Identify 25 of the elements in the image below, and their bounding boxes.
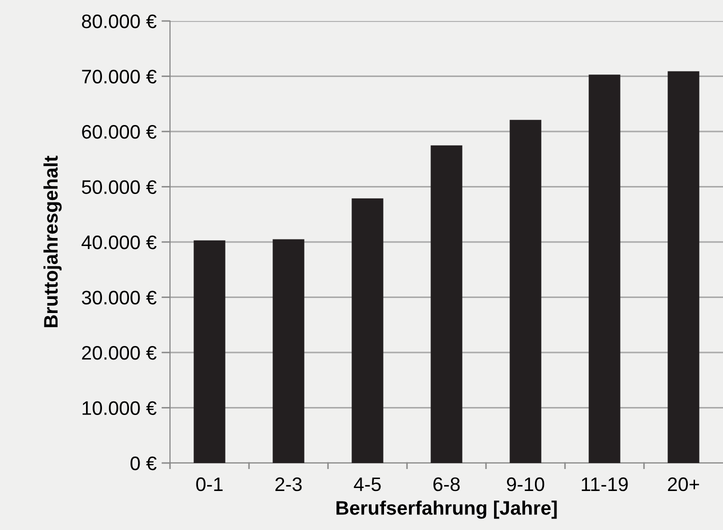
x-tick-label: 6-8: [433, 477, 460, 492]
y-tick-label: 70.000 €: [82, 70, 157, 84]
y-tick-label: 20.000 €: [82, 346, 157, 360]
y-tick-label: 60.000 €: [82, 124, 157, 139]
y-tick-label: 0 €: [130, 456, 157, 470]
bar: [668, 71, 700, 463]
bar: [588, 74, 620, 463]
y-tick-label: 50.000 €: [82, 180, 157, 194]
x-tick-label: 9-10: [506, 477, 544, 492]
y-tick-label: 80.000 €: [82, 14, 157, 28]
y-axis-title: Bruttojahresgehalt: [43, 156, 62, 328]
x-tick-label: 2-3: [275, 477, 302, 492]
x-tick-label: 11-19: [582, 477, 628, 492]
bar: [510, 120, 542, 463]
bar: [352, 198, 384, 463]
x-tick-label: 20+: [668, 477, 700, 492]
bar: [194, 240, 226, 463]
bar: [430, 145, 462, 463]
bar: [272, 239, 304, 463]
x-tick-label: 0-1: [196, 477, 223, 492]
x-tick-label: 4-5: [354, 478, 381, 492]
x-axis-title: Berufserfahrung [Jahre]: [336, 500, 557, 519]
y-tick-label: 10.000 €: [82, 401, 157, 415]
y-tick-label: 40.000 €: [82, 235, 157, 250]
y-tick-label: 30.000 €: [82, 290, 157, 304]
